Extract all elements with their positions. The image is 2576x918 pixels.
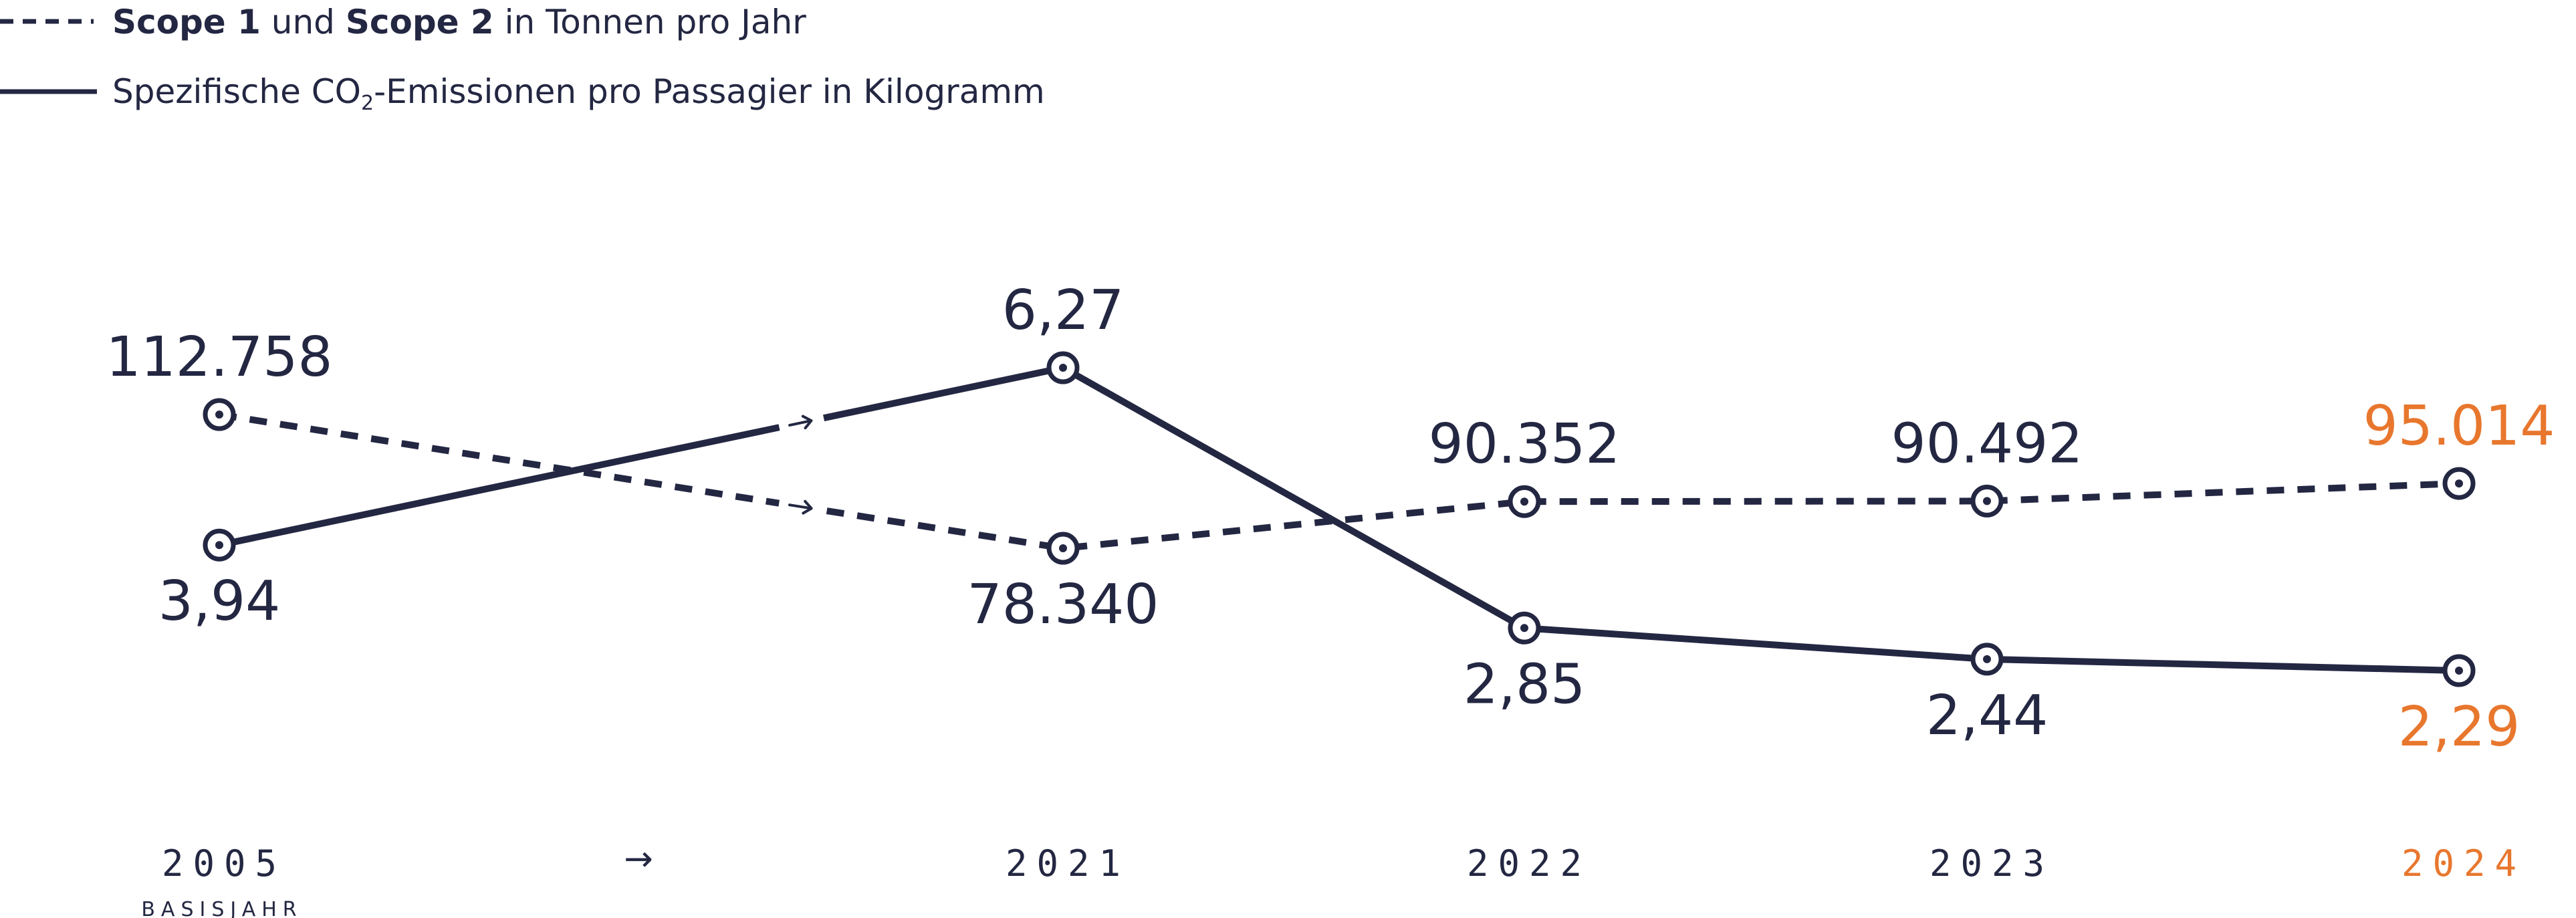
data-point-marker [203, 398, 236, 431]
series-line-specific [218, 364, 2460, 674]
data-point-marker [1508, 611, 1541, 645]
data-label: 3,94 [158, 570, 281, 633]
data-point-marker [1970, 484, 2004, 518]
data-label: 78.340 [967, 573, 1159, 637]
data-point-marker [1508, 485, 1541, 518]
data-point-marker [1046, 351, 1080, 384]
data-label: 2,85 [1463, 653, 1586, 716]
x-tick-label: 2021 [1006, 842, 1130, 885]
series-layer [203, 351, 2476, 687]
x-tick-label: 2022 [1467, 842, 1591, 885]
legend-specific-label: Spezifische CO2-Emissionen pro Passagier… [112, 72, 1045, 115]
data-point-marker [1046, 532, 1080, 565]
data-point-marker [2442, 654, 2476, 687]
legend: Scope 1 und Scope 2 in Tonnen pro Jahr S… [0, 3, 1045, 115]
data-label: 95.014 [2363, 394, 2555, 458]
axis-arrow-icon: → [624, 839, 653, 879]
data-label: 112.758 [106, 326, 332, 389]
x-tick-label: 2023 [1929, 842, 2054, 885]
legend-scope-label: Scope 1 und Scope 2 in Tonnen pro Jahr [112, 3, 806, 41]
value-labels: 112.758 78.340 90.352 90.492 95.014 3,94 6,27 2… [106, 279, 2555, 759]
data-point-marker [2442, 467, 2476, 500]
series-line-scope [219, 411, 2460, 552]
base-year-label: BASISJAHR [141, 898, 302, 918]
data-point-marker [203, 528, 236, 562]
arrow-icon [777, 407, 826, 438]
x-axis: 2005 BASISJAHR → 2021 2022 2023 2024 [141, 839, 2526, 918]
data-label: 90.352 [1429, 413, 1621, 476]
data-point-marker [1970, 643, 2004, 676]
data-label: 2,44 [1926, 684, 2048, 748]
x-tick-label: 2024 [2402, 842, 2526, 885]
data-label: 90.492 [1891, 412, 2083, 475]
arrow-icon [777, 492, 826, 522]
data-label: 6,27 [1002, 279, 1125, 342]
x-tick-label: 2005 [162, 842, 286, 885]
data-label: 2,29 [2398, 695, 2521, 759]
